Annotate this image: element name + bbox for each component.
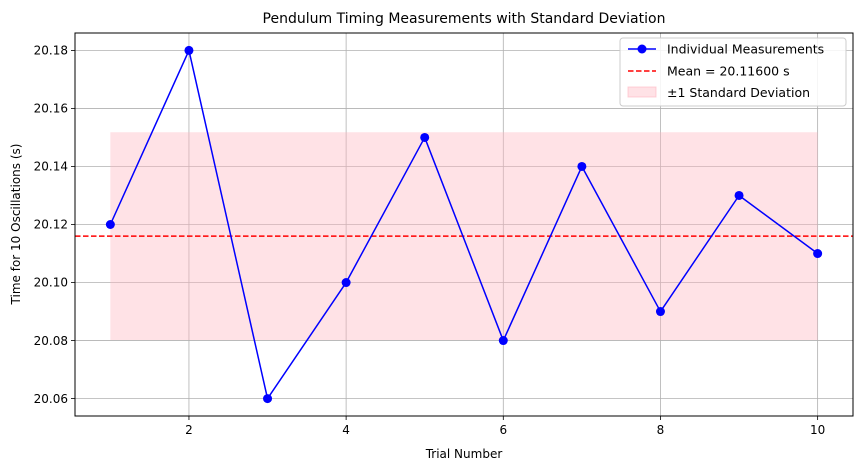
measurement-series (105, 45, 823, 404)
measurement-line (109, 49, 819, 400)
y-tick-label: 20.06 (34, 392, 68, 406)
legend: Individual Measurements Mean = 20.11600 … (619, 37, 847, 107)
y-tick-label: 20.14 (34, 160, 68, 174)
y-tick-label: 20.12 (34, 218, 68, 232)
measurement-point (263, 394, 273, 404)
chart-title: Pendulum Timing Measurements with Standa… (263, 11, 666, 27)
x-tick-label: 2 (185, 423, 193, 437)
x-tick-label: 4 (342, 423, 350, 437)
measurement-point (184, 45, 194, 55)
y-tick-label: 20.16 (34, 102, 68, 116)
y-tick-label: 20.10 (34, 276, 68, 290)
legend-marker-measurements (637, 44, 647, 54)
measurement-point (420, 132, 430, 142)
x-tick-label: 10 (810, 423, 825, 437)
legend-box (619, 37, 847, 107)
measurement-point (655, 307, 665, 317)
y-axis-ticks: 20.06 20.08 20.10 20.12 20.14 20.16 20.18 (34, 44, 75, 406)
measurement-point (498, 336, 508, 346)
measurement-point (577, 161, 587, 171)
measurement-point (813, 249, 823, 259)
legend-label-mean: Mean = 20.11600 s (667, 64, 790, 79)
y-tick-label: 20.18 (34, 44, 68, 58)
y-axis-label: Time for 10 Oscillations (s) (9, 144, 23, 306)
x-axis-label: Trial Number (425, 447, 503, 461)
x-tick-label: 8 (657, 423, 665, 437)
measurement-point (105, 220, 115, 229)
x-tick-label: 6 (499, 423, 507, 437)
legend-label-measurements: Individual Measurements (667, 42, 824, 57)
measurement-point (341, 278, 351, 288)
legend-swatch-std-band (627, 86, 657, 98)
measurement-point (734, 190, 744, 200)
x-axis-ticks: 2 4 6 8 10 (185, 416, 825, 437)
legend-label-std-band: ±1 Standard Deviation (667, 85, 810, 100)
y-tick-label: 20.08 (34, 334, 68, 348)
